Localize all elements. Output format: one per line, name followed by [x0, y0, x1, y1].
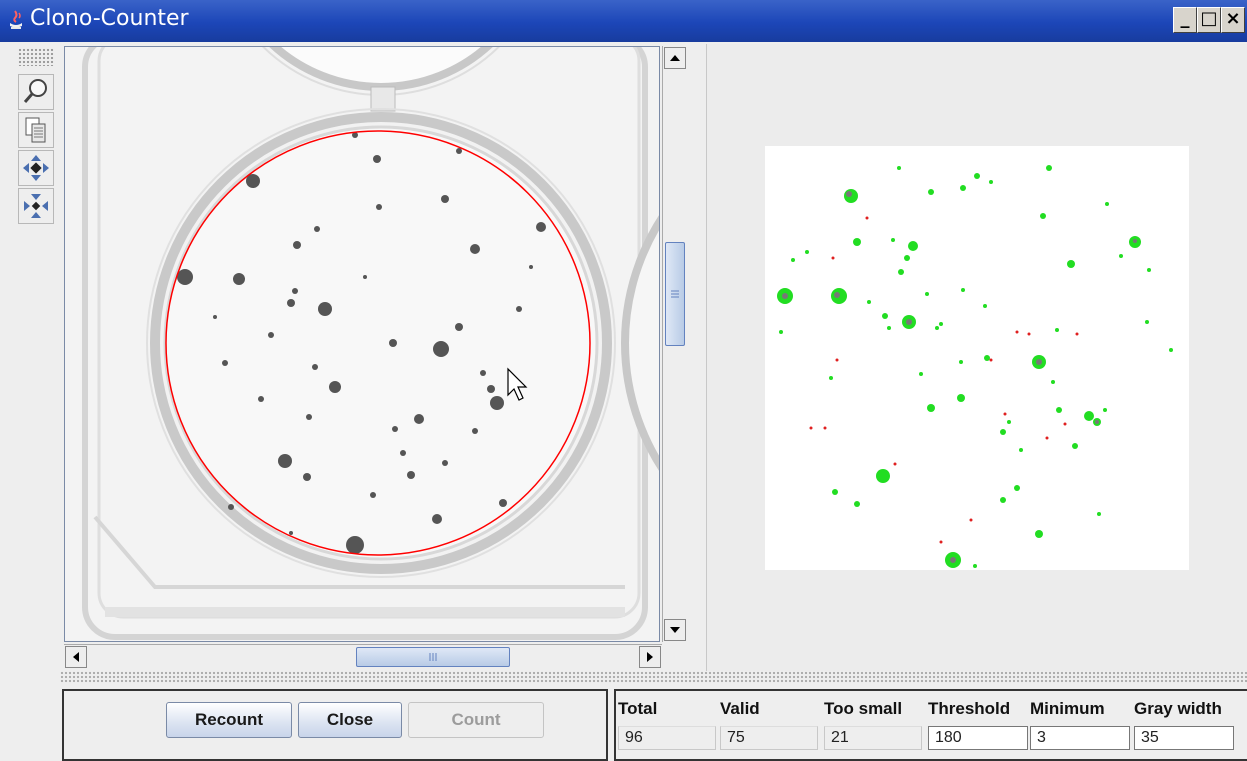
toolbar-grip[interactable] [18, 48, 54, 66]
vertical-scrollbar[interactable] [662, 46, 687, 642]
minimum-input[interactable]: 3 [1030, 726, 1130, 750]
arrow-right-icon [647, 652, 653, 662]
maximize-button[interactable]: □ [1197, 7, 1221, 33]
fit-icon [24, 194, 48, 218]
copy-icon [25, 117, 46, 143]
petri-dish-image[interactable] [64, 46, 660, 642]
panel-splitter[interactable] [60, 671, 1247, 683]
java-cup-icon [10, 10, 22, 29]
detection-map [777, 165, 1173, 568]
scroll-right-button[interactable] [639, 646, 661, 668]
total-value: 96 [618, 726, 716, 750]
minimum-label: Minimum [1030, 699, 1105, 718]
scroll-up-button[interactable] [664, 47, 686, 69]
result-pane [706, 44, 1247, 671]
selection-circle [165, 130, 591, 556]
threshold-input[interactable]: 180 [928, 726, 1028, 750]
action-button-panel: Recount Close Count [62, 689, 608, 761]
total-label: Total [618, 699, 658, 718]
too-small-label: Too small [824, 699, 903, 718]
arrow-down-icon [670, 627, 680, 633]
mouse-cursor [507, 367, 528, 401]
copy-tool-button[interactable] [18, 112, 54, 148]
source-image-pane [62, 44, 704, 671]
gray-width-label: Gray width [1134, 699, 1222, 718]
zoom-tool-button[interactable] [18, 74, 54, 110]
valid-label: Valid [720, 699, 760, 718]
horizontal-scrollbar[interactable] [64, 644, 662, 669]
arrow-up-icon [670, 55, 680, 61]
magnifier-icon [23, 79, 47, 103]
fit-tool-button[interactable] [18, 188, 54, 224]
gray-width-input[interactable]: 35 [1134, 726, 1234, 750]
colony-detection-result [765, 146, 1189, 570]
minimize-button[interactable]: _ [1173, 7, 1197, 33]
window-title: Clono-Counter [30, 6, 189, 31]
arrow-left-icon [73, 652, 79, 662]
count-button[interactable]: Count [408, 702, 544, 738]
valid-value: 75 [720, 726, 818, 750]
close-window-button[interactable]: × [1221, 7, 1245, 33]
threshold-label: Threshold [928, 699, 1011, 718]
close-button[interactable]: Close [298, 702, 402, 738]
title-bar: Clono-Counter _ □ × [0, 0, 1247, 42]
tool-strip [4, 44, 58, 761]
too-small-value: 21 [824, 726, 922, 750]
horizontal-scroll-thumb[interactable] [356, 647, 510, 667]
statistics-panel: Total Valid Too small Threshold Minimum … [614, 689, 1247, 761]
scroll-down-button[interactable] [664, 619, 686, 641]
vertical-scroll-thumb[interactable] [665, 242, 685, 346]
scroll-left-button[interactable] [65, 646, 87, 668]
recount-button[interactable]: Recount [166, 702, 292, 738]
pan-icon [23, 155, 49, 181]
pan-tool-button[interactable] [18, 150, 54, 186]
well-plate-photo [65, 47, 659, 641]
